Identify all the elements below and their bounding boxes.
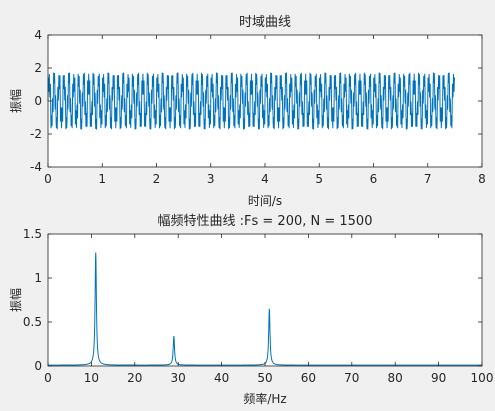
time-domain-chart: 0 1 2 3 4 5 6 7 8 -4 -2 0 2 4 时域曲线 时间/s 振幅	[8, 15, 486, 208]
time-domain-x-tick-label: 5	[315, 172, 323, 186]
spectrum-plot-area	[48, 234, 482, 366]
spectrum-y-ticks: 0 0.5 1 1.5	[23, 227, 482, 373]
spectrum-x-tick-label: 60	[301, 371, 316, 385]
spectrum-x-tick-label: 30	[171, 371, 186, 385]
time-domain-series-line	[47, 72, 456, 130]
time-domain-x-tick-label: 7	[424, 172, 432, 186]
time-domain-title: 时域曲线	[239, 15, 291, 30]
spectrum-y-label: 振幅	[8, 288, 23, 312]
time-domain-y-tick-label: -2	[30, 127, 42, 141]
spectrum-x-tick-label: 50	[257, 371, 272, 385]
spectrum-x-label: 频率/Hz	[243, 391, 286, 406]
spectrum-x-tick-label: 10	[84, 371, 99, 385]
time-domain-x-tick-label: 2	[153, 172, 161, 186]
time-domain-y-label: 振幅	[8, 89, 23, 113]
spectrum-x-tick-label: 0	[44, 371, 52, 385]
spectrum-x-tick-label: 20	[127, 371, 142, 385]
time-domain-x-tick-label: 1	[98, 172, 106, 186]
time-domain-x-tick-label: 8	[478, 172, 486, 186]
spectrum-x-tick-label: 90	[431, 371, 446, 385]
spectrum-y-tick-label: 0	[34, 359, 42, 373]
spectrum-y-tick-label: 1	[34, 271, 42, 285]
time-domain-y-tick-label: 2	[34, 61, 42, 75]
spectrum-y-tick-label: 0.5	[23, 315, 42, 329]
time-domain-x-tick-label: 4	[261, 172, 269, 186]
spectrum-x-tick-label: 80	[388, 371, 403, 385]
spectrum-x-tick-label: 100	[471, 371, 494, 385]
spectrum-title: 幅频特性曲线 :Fs = 200, N = 1500	[158, 214, 373, 229]
time-domain-y-ticks: -4 -2 0 2 4	[30, 28, 482, 174]
time-domain-x-ticks: 0 1 2 3 4 5 6 7 8	[44, 35, 486, 186]
spectrum-x-tick-label: 40	[214, 371, 229, 385]
spectrum-y-tick-label: 1.5	[23, 227, 42, 241]
spectrum-chart: 0 10 20 30 40 50 60 70 80 90 100 0 0.5 1 1.5 幅频特性曲线 :…	[8, 214, 493, 406]
time-domain-x-tick-label: 3	[207, 172, 215, 186]
spectrum-x-tick-label: 70	[344, 371, 359, 385]
time-domain-x-label: 时间/s	[248, 194, 282, 208]
time-domain-y-tick-label: 0	[34, 94, 42, 108]
time-domain-y-tick-label: -4	[30, 160, 42, 174]
time-domain-y-tick-label: 4	[34, 28, 42, 42]
spectrum-x-ticks: 0 10 20 30 40 50 60 70 80 90 100	[44, 234, 493, 385]
time-domain-x-tick-label: 0	[44, 172, 52, 186]
time-domain-x-tick-label: 6	[370, 172, 378, 186]
